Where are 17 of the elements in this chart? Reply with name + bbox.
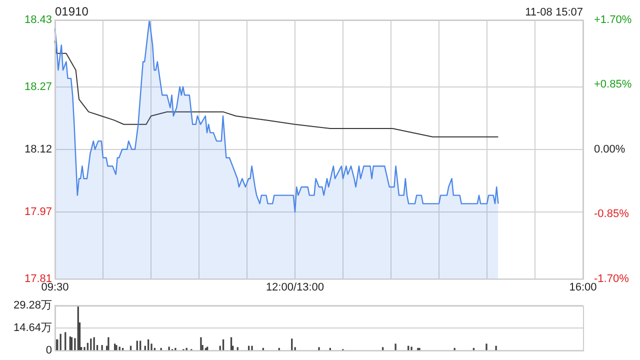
chart-title: 01910 [55,4,89,18]
x-tick-label: 12:00/13:00 [266,281,324,294]
y2-tick-label: -1.70% [594,272,630,285]
text: 11-08 15:07 [525,6,583,19]
y-tick-label: 18.43 [24,14,52,26]
y-tick-label: 18.27 [24,80,52,93]
y-tick-label: 29.28万 [13,300,52,312]
x-tick-label: 16:00 [569,281,597,294]
y2-tick-label: +1.70% [594,14,632,26]
y2-tick-label: 0.00% [594,143,626,156]
y2-tick-label: -0.85% [594,208,630,220]
y-tick-label: 0 [46,344,52,356]
y-tick-label: 18.12 [24,143,52,156]
y-tick-label: 14.64万 [13,322,52,334]
x-tick-label: 09:30 [41,281,69,294]
y-tick-label: 17.97 [24,206,52,218]
y2-tick-label: +0.85% [594,78,632,91]
